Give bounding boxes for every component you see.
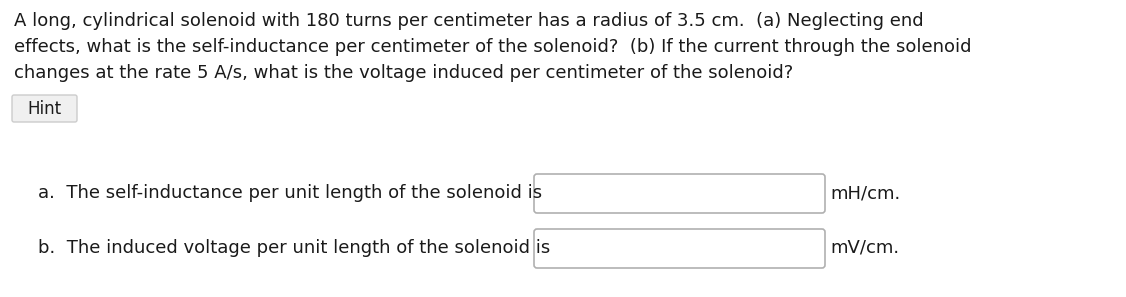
Text: b.  The induced voltage per unit length of the solenoid is: b. The induced voltage per unit length o… xyxy=(38,239,551,257)
Text: changes at the rate 5 A/s, what is the voltage induced per centimeter of the sol: changes at the rate 5 A/s, what is the v… xyxy=(14,64,793,82)
Text: A long, cylindrical solenoid with 180 turns per centimeter has a radius of 3.5 c: A long, cylindrical solenoid with 180 tu… xyxy=(14,12,923,30)
FancyBboxPatch shape xyxy=(534,174,825,213)
Text: effects, what is the self-inductance per centimeter of the solenoid?  (b) If the: effects, what is the self-inductance per… xyxy=(14,38,972,56)
Text: a.  The self-inductance per unit length of the solenoid is: a. The self-inductance per unit length o… xyxy=(38,184,542,202)
Text: Hint: Hint xyxy=(27,99,62,118)
Text: mH/cm.: mH/cm. xyxy=(830,184,901,202)
FancyBboxPatch shape xyxy=(534,229,825,268)
FancyBboxPatch shape xyxy=(12,95,77,122)
Text: mV/cm.: mV/cm. xyxy=(830,239,900,257)
